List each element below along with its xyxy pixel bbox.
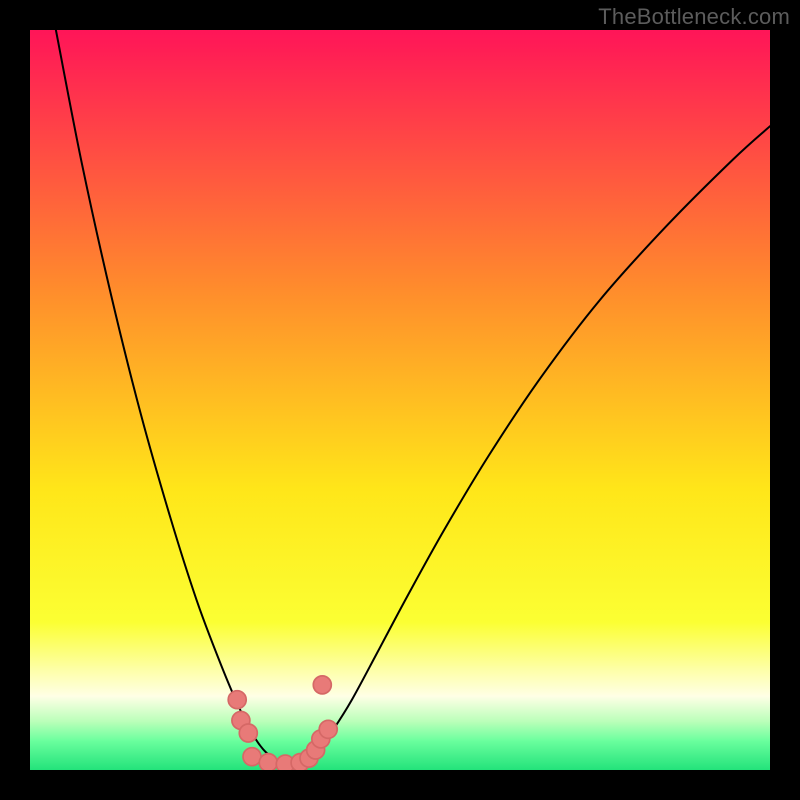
marker-point (243, 748, 261, 766)
plot-area (30, 30, 770, 770)
marker-point (228, 691, 246, 709)
gradient-band (30, 722, 770, 741)
marker-point (319, 720, 337, 738)
chart-canvas: TheBottleneck.com (0, 0, 800, 800)
marker-point (259, 754, 277, 770)
gradient-band (30, 740, 770, 770)
watermark-text: TheBottleneck.com (598, 4, 790, 30)
gradient-band (30, 52, 770, 289)
gradient-band (30, 289, 770, 489)
marker-point (239, 724, 257, 742)
gradient-band (30, 666, 770, 696)
marker-point (313, 676, 331, 694)
gradient-band (30, 30, 770, 53)
gradient-band (30, 696, 770, 722)
gradient-band (30, 489, 770, 623)
gradient-band (30, 622, 770, 667)
plot-svg (30, 30, 770, 770)
